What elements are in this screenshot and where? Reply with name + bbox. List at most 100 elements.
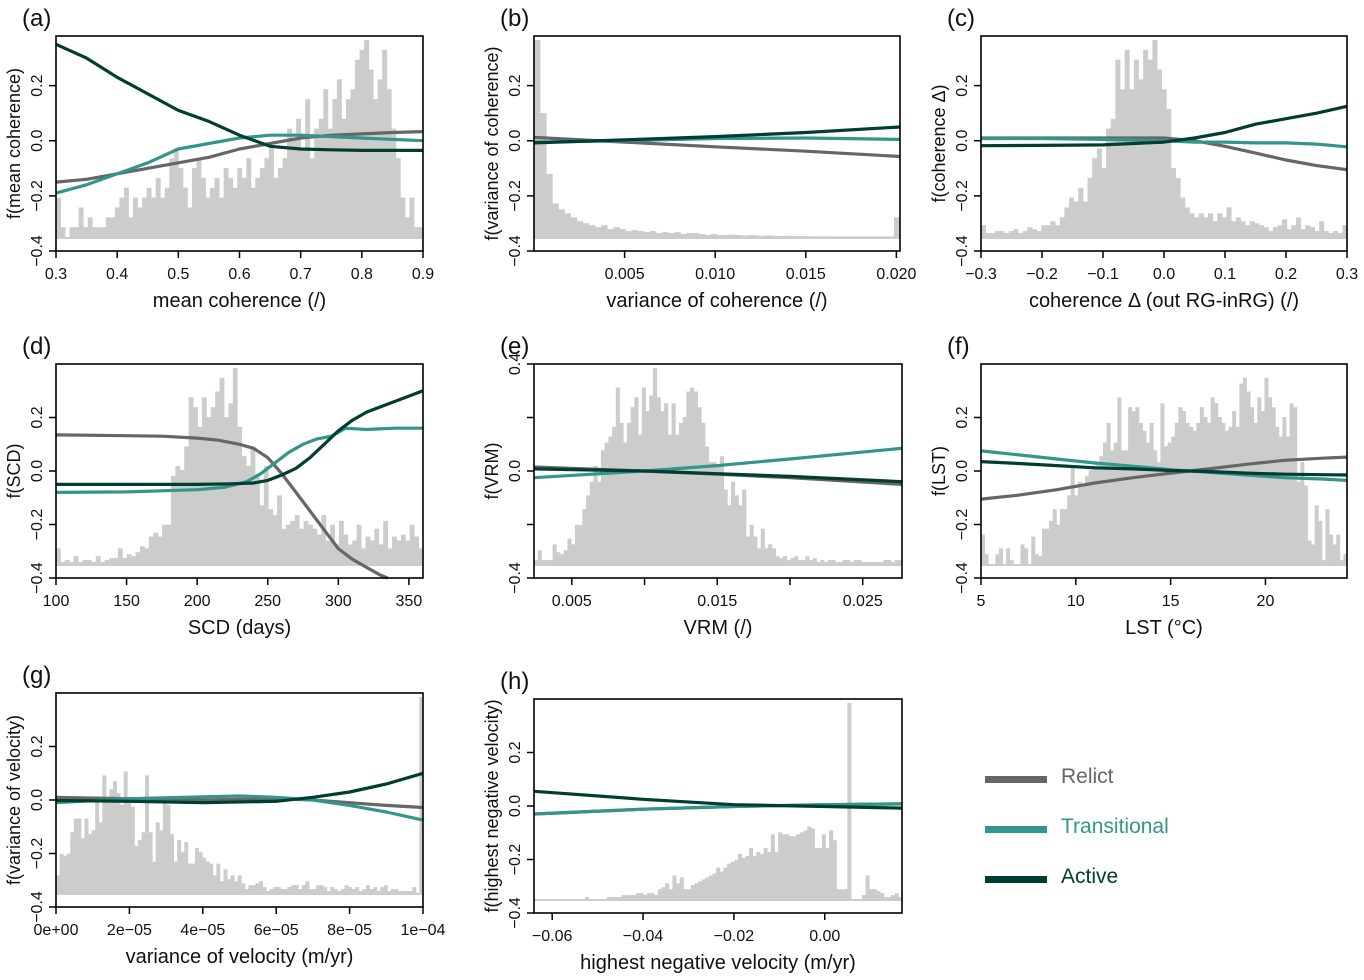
histogram-bar (875, 236, 883, 239)
histogram-bar (981, 225, 987, 239)
histogram-bar (400, 197, 406, 239)
histogram-bar (408, 891, 413, 895)
histogram-bar (269, 889, 274, 895)
histogram-bar (170, 834, 174, 895)
histogram-bar (409, 524, 415, 566)
legend-label-active: Active (1061, 865, 1119, 888)
histogram-bar (727, 863, 732, 901)
histogram-bar (664, 403, 669, 566)
histogram-bar (1235, 426, 1240, 566)
histogram-bar (216, 863, 221, 895)
histogram-bar (1307, 540, 1312, 566)
histogram-bar (1133, 59, 1139, 240)
series-line-transitional (981, 136, 1348, 149)
histogram-bar (861, 895, 866, 901)
histogram-bar (774, 851, 779, 901)
series-line-transitional (55, 794, 424, 822)
histogram-bar (87, 217, 93, 239)
histogram-bar (563, 899, 568, 901)
x-tick-label: 0.1 (1214, 266, 1236, 283)
y-tick-label: 0.2 (29, 74, 46, 96)
x-tick-label: 0.015 (697, 593, 737, 610)
histogram-bar (820, 236, 828, 239)
histogram-bar (571, 544, 576, 566)
histogram-bar (682, 417, 687, 566)
histogram-bar (1008, 231, 1014, 239)
histogram-bar (1217, 417, 1222, 566)
histogram-bar (574, 899, 579, 901)
histogram-bar (173, 148, 179, 239)
x-tick-label: 1e−04 (401, 922, 446, 939)
histogram-bar (1286, 436, 1290, 566)
histogram-bar (595, 227, 602, 239)
x-tick-label: 0.025 (843, 593, 883, 610)
histogram-bar (748, 848, 754, 901)
histogram-bar (883, 897, 888, 901)
histogram-bar (548, 899, 553, 901)
histogram-bar (796, 834, 801, 901)
panel-h: (h) −0.06 −0.04 −0.02 0.00 −0.4 −0.2 0.0 0.2 high… (482, 668, 903, 974)
histogram-bar (779, 558, 784, 566)
histogram-bar (747, 235, 754, 239)
y-tick-label: −0.4 (507, 235, 524, 267)
legend-swatch-transitional (985, 825, 1047, 833)
histogram-bar (1272, 227, 1278, 239)
histogram-bar (102, 775, 107, 895)
x-tick-label: 0.9 (412, 266, 434, 283)
histogram-bar (608, 436, 613, 566)
histogram-bar (101, 227, 107, 239)
histogram-bar (621, 895, 626, 901)
x-axis-label: SCD (days) (188, 617, 291, 639)
histogram-bar (649, 395, 654, 566)
histogram-bar (759, 853, 764, 901)
histogram-bar (697, 407, 702, 566)
histogram-bar (1232, 411, 1237, 566)
histogram-bar (198, 851, 203, 895)
histogram-bar (224, 417, 229, 566)
histogram-bar (623, 442, 628, 566)
histogram-bar (70, 832, 75, 895)
histogram-bar (796, 236, 803, 239)
histogram-bar (552, 203, 559, 239)
histogram-bar (778, 236, 785, 239)
histogram-bar (1170, 168, 1176, 239)
histogram (56, 40, 424, 240)
histogram-bar (825, 848, 830, 901)
histogram-bar (241, 456, 247, 566)
histogram-bar (803, 830, 808, 901)
histogram-bar (259, 168, 265, 239)
histogram-bar (1198, 213, 1204, 239)
histogram-bar (1342, 225, 1348, 239)
y-tick-label: 0.2 (29, 735, 46, 757)
histogram-bar (810, 828, 815, 901)
histogram-bar (683, 889, 688, 901)
histogram-bar (166, 524, 172, 566)
histogram-bar (1099, 456, 1104, 566)
series-line-active (533, 789, 903, 810)
histogram-bar (1082, 201, 1088, 239)
histogram-bar (826, 236, 834, 239)
histogram-bar (1249, 221, 1255, 239)
histogram-bar (419, 697, 424, 895)
histogram-bar (814, 848, 819, 901)
histogram-bar (1178, 407, 1183, 566)
histogram-bar (891, 895, 896, 901)
histogram-bar (347, 544, 353, 566)
histogram-bar (263, 466, 269, 566)
y-tick-label: 0.0 (507, 130, 524, 152)
histogram-bar (64, 560, 70, 566)
histogram-bar (654, 895, 659, 901)
histogram-bar (701, 879, 706, 901)
histogram-bar (1167, 442, 1172, 566)
histogram-bar (792, 836, 797, 901)
histogram-bar (716, 867, 721, 901)
histogram-bar (157, 536, 163, 566)
histogram-bar (191, 168, 197, 239)
histogram-bar (731, 481, 736, 566)
histogram-bar (1002, 564, 1007, 566)
y-axis-label: f(mean coherence) (4, 68, 24, 219)
x-tick-label: −0.02 (714, 928, 755, 945)
histogram-bar (392, 536, 397, 566)
histogram-bar (1013, 564, 1018, 566)
histogram-bar (1049, 520, 1054, 566)
